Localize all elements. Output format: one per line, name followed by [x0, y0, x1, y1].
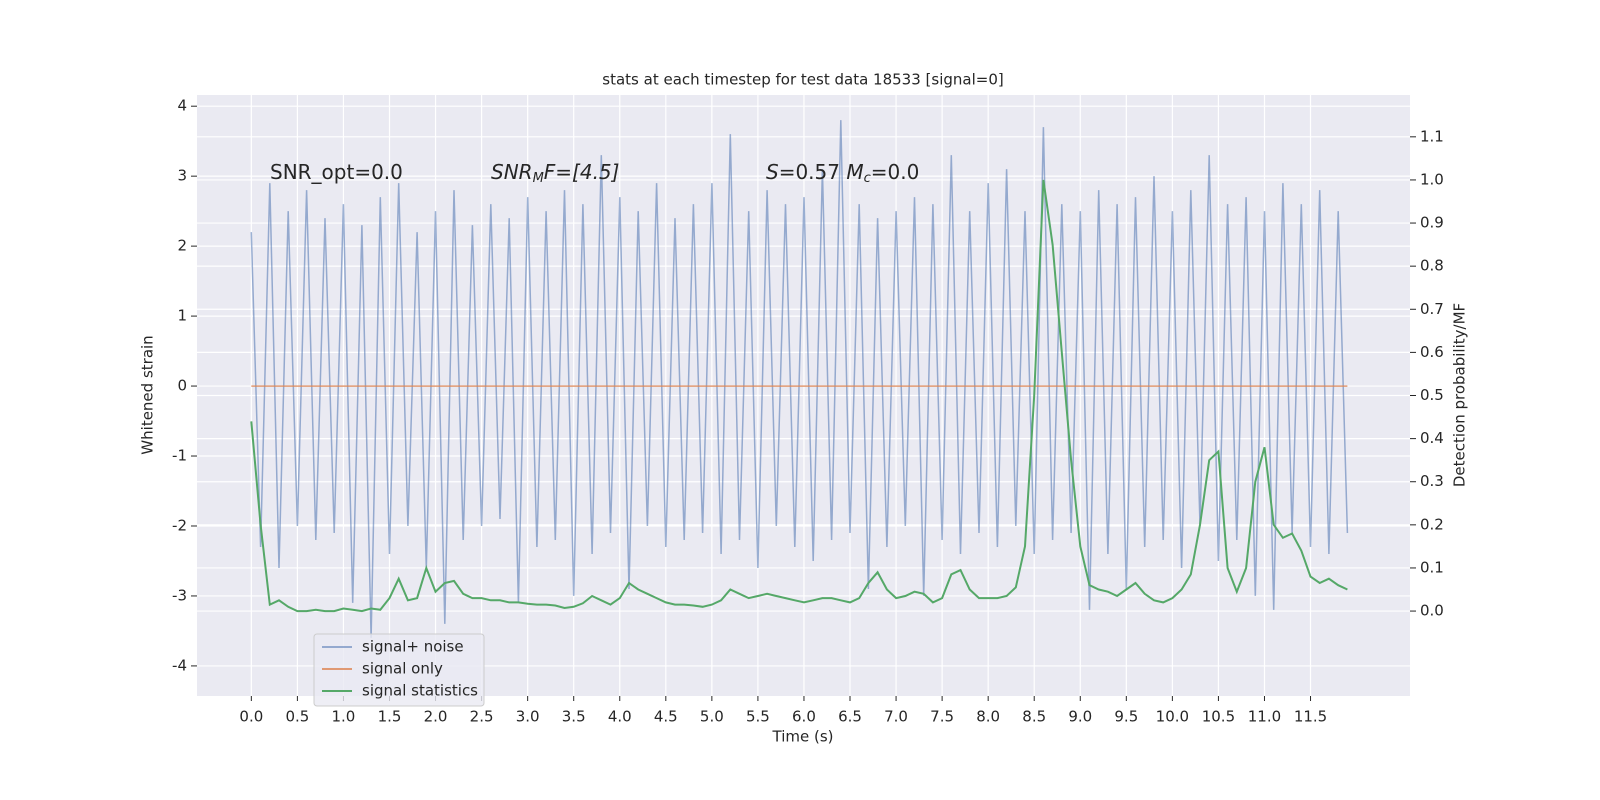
x-tick-label: 8.0 [976, 708, 1000, 726]
x-tick-label: 4.0 [608, 708, 632, 726]
y2-tick-label: 0.0 [1420, 602, 1444, 620]
x-tick-label: 11.5 [1294, 708, 1327, 726]
y2-tick-label: 1.1 [1420, 127, 1444, 145]
y2-tick-label: 0.9 [1420, 214, 1444, 232]
annotation-part: M [846, 160, 863, 184]
series-line [250, 179, 1348, 613]
y-axis-label: Whitened strain [139, 335, 157, 454]
y2-tick-label: 0.2 [1420, 515, 1444, 533]
x-tick-label: 5.5 [746, 708, 770, 726]
y2-tick-label: 0.3 [1420, 472, 1444, 490]
x-axis-label: Time (s) [772, 728, 834, 746]
annotation-part: M [533, 171, 544, 186]
y2-tick-label: 0.1 [1420, 558, 1444, 576]
x-tick-label: 7.5 [930, 708, 954, 726]
x-tick-label: 1.0 [332, 708, 356, 726]
y2-tick-label: 0.6 [1420, 343, 1444, 361]
y-tick-label: -2 [172, 516, 187, 534]
y-tick-label: 1 [177, 307, 187, 325]
legend-box [313, 633, 485, 707]
annotation-part: S [766, 160, 779, 184]
y2-axis-label: Detection probability/MF [1451, 303, 1469, 487]
y2-tick-label: 0.7 [1420, 300, 1444, 318]
y2-tick-label: 0.4 [1420, 429, 1444, 447]
annotation-part: c [864, 171, 871, 186]
y-tick-label: -1 [172, 447, 187, 465]
x-tick-label: 2.0 [424, 708, 448, 726]
y-tick-label: -3 [172, 586, 187, 604]
legend-label: signal only [362, 660, 443, 678]
annotation-part: SNR_opt=0.0 [270, 160, 403, 184]
x-tick-label: 6.5 [838, 708, 862, 726]
x-tick-label: 11.0 [1248, 708, 1281, 726]
x-tick-label: 2.5 [470, 708, 494, 726]
y-tick-label: 4 [177, 97, 187, 115]
y-tick-label: 0 [177, 377, 187, 395]
x-tick-label: 10.0 [1156, 708, 1189, 726]
x-tick-label: 3.5 [562, 708, 586, 726]
annotation-part: =0.0 [871, 160, 920, 184]
x-tick-label: 10.5 [1202, 708, 1235, 726]
legend-label: signal statistics [362, 682, 478, 700]
y2-tick-label: 0.8 [1420, 257, 1444, 275]
y2-tick-label: 1.0 [1420, 170, 1444, 188]
x-tick-label: 8.5 [1022, 708, 1046, 726]
x-tick-label: 0.5 [285, 708, 309, 726]
y-tick-label: -4 [172, 656, 187, 674]
annotation: S=0.57 Mc=0.0 [766, 160, 919, 186]
annotation: SNR_opt=0.0 [270, 160, 403, 184]
annotation-part: F=[4.5] [544, 160, 620, 184]
annotation: SNRMF=[4.5] [491, 160, 619, 186]
legend-label: signal+ noise [362, 638, 464, 656]
annotation-part: SNR [491, 160, 533, 184]
x-tick-label: 5.0 [700, 708, 724, 726]
y2-tick-label: 0.5 [1420, 386, 1444, 404]
x-tick-label: 9.0 [1068, 708, 1092, 726]
series-line [250, 120, 1349, 638]
y-tick-label: 2 [177, 237, 187, 255]
x-tick-label: 7.0 [884, 708, 908, 726]
annotation-part: =0.57 [779, 160, 847, 184]
y-tick-label: 3 [177, 167, 187, 185]
x-tick-label: 9.5 [1114, 708, 1138, 726]
x-tick-label: 0.0 [239, 708, 263, 726]
x-tick-label: 4.5 [654, 708, 678, 726]
chart-title: stats at each timestep for test data 185… [602, 71, 1003, 89]
x-tick-label: 6.0 [792, 708, 816, 726]
x-tick-label: 3.0 [516, 708, 540, 726]
x-tick-label: 1.5 [378, 708, 402, 726]
